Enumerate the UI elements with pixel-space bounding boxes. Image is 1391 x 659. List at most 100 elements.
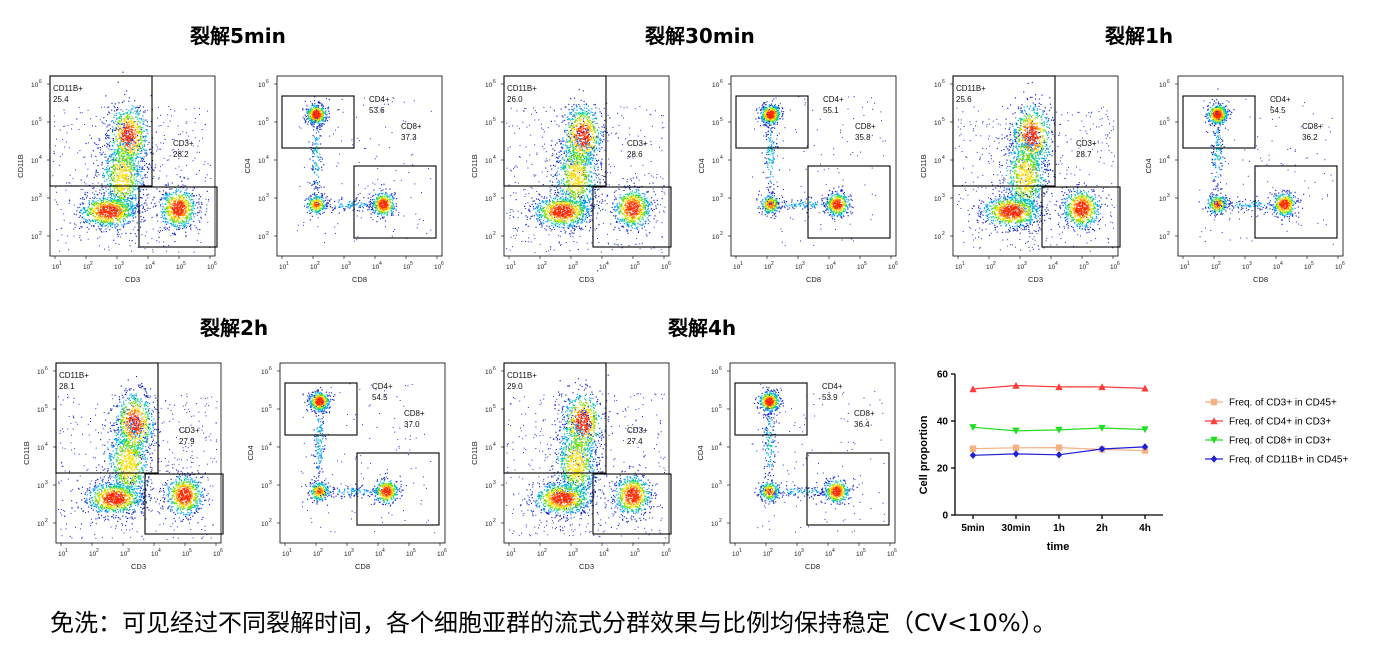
series-point [1055, 444, 1063, 451]
cd3-gate [592, 473, 672, 535]
cd11b-gate [503, 75, 607, 187]
series-point [1055, 383, 1063, 391]
x-tick-label: 10 [52, 264, 60, 271]
x-tick-exponent: 1 [59, 261, 62, 267]
y-tick-label: 10 [712, 196, 720, 203]
x-tick-exponent: 5 [637, 261, 640, 267]
x-tick-exponent: 1 [513, 548, 516, 554]
x-tick-label: 10 [83, 264, 91, 271]
x-tick-exponent: 4 [832, 548, 835, 554]
group-title-4h: 裂解4h [668, 312, 736, 341]
legend-label: Freq. of CD4+ in CD3+ [1229, 417, 1331, 428]
y-tick-label: 10 [711, 369, 719, 376]
y-tick-exponent: 2 [39, 231, 42, 237]
x-tick-exponent: 4 [1280, 261, 1283, 267]
x-tick-label: 10 [506, 551, 514, 558]
y-axis-title: CD11B [470, 154, 479, 178]
x-tick-exponent: 4 [382, 548, 385, 554]
events [752, 96, 886, 247]
events [506, 374, 666, 539]
x-tick-exponent: 3 [1024, 261, 1027, 267]
y-tick-label: 10 [258, 120, 266, 127]
x-tick-exponent: 1 [289, 548, 292, 554]
cd11b-gate-label: CD11B+ [507, 371, 537, 380]
y-tick-label: 10 [934, 120, 942, 127]
cd11b-gate-value: 25.6 [956, 95, 972, 104]
x-tick-exponent: 6 [668, 261, 671, 267]
cd3-gate [1041, 186, 1121, 248]
x-tick-label: 10 [207, 264, 215, 271]
cd11b-gate-label: CD11B+ [956, 84, 986, 93]
x-axis-title: CD3 [1028, 275, 1043, 284]
x-tick-label: 10 [888, 264, 896, 271]
y-tick-label: 10 [485, 196, 493, 203]
x-tick-label: 10 [795, 264, 803, 271]
x-tick-label: 10 [568, 264, 576, 271]
y-tick-exponent: 2 [493, 231, 496, 237]
y-tick-label: 10 [258, 234, 266, 241]
y-tick-label: 10 [37, 483, 45, 490]
x-tick-exponent: 5 [864, 261, 867, 267]
x-tick-label: 10 [1079, 264, 1087, 271]
y-tick-label: 10 [37, 369, 45, 376]
x-tick-exponent: 5 [413, 548, 416, 554]
x-tick-exponent: 5 [637, 548, 640, 554]
y-tick-exponent: 5 [493, 117, 496, 123]
cd3-gate [144, 473, 224, 535]
series-point [1012, 450, 1020, 458]
y-axis-title: CD4 [696, 445, 705, 460]
x-tick-label: 10 [114, 264, 122, 271]
y-tick-exponent: 2 [266, 231, 269, 237]
y-tick-label: 0 [942, 511, 948, 522]
events [52, 71, 212, 253]
x-tick-label: 10 [506, 264, 514, 271]
cd8-gate-value: 35.8 [855, 133, 871, 142]
y-tick-exponent: 5 [39, 117, 42, 123]
y-tick-exponent: 3 [39, 193, 42, 199]
y-tick-label: 10 [712, 120, 720, 127]
x-tick-label: 10 [89, 551, 97, 558]
cd11b-gate-label: CD11B+ [53, 84, 83, 93]
x-tick-label: 10 [887, 551, 895, 558]
x-tick-label: 10 [151, 551, 159, 558]
x-tick-exponent: 5 [1311, 261, 1314, 267]
x-tick-label: 10 [1211, 264, 1219, 271]
events [955, 81, 1115, 252]
y-tick-exponent: 5 [269, 404, 272, 410]
flow-plot-svg: 10 1 10 2 10 3 10 4 10 5 10 610 210 310 410 510 6CD3CD11… [22, 362, 224, 571]
cd11b-gate-label: CD11B+ [507, 84, 537, 93]
series-point [1098, 424, 1106, 432]
x-axis-title: CD8 [355, 562, 370, 571]
cd3-gate-label: CD3+ [627, 139, 648, 148]
x-tick-exponent: 1 [740, 261, 743, 267]
x-tick-exponent: 4 [606, 261, 609, 267]
y-tick-label: 10 [1159, 196, 1167, 203]
x-tick-label: 10 [213, 551, 221, 558]
x-tick-exponent: 2 [320, 548, 323, 554]
y-tick-exponent: 6 [266, 79, 269, 85]
cd4-gate [284, 382, 358, 436]
y-tick-exponent: 4 [39, 155, 42, 161]
events [751, 383, 885, 533]
y-tick-exponent: 3 [719, 480, 722, 486]
cd3-gate-value: 28.2 [173, 150, 189, 159]
x-tick-exponent: 6 [444, 548, 447, 554]
y-tick-exponent: 4 [266, 155, 269, 161]
legend-marker [1210, 398, 1218, 406]
x-tick-label: 10 [282, 551, 290, 558]
series-point [1012, 381, 1020, 389]
x-tick-label: 10 [1273, 264, 1281, 271]
x-tick-label: 10 [1180, 264, 1188, 271]
cd4-gate-value: 53.6 [369, 106, 385, 115]
cd8-gate [353, 165, 437, 239]
flow-plot-svg: 10 1 10 2 10 3 10 4 10 5 10 610 210 310 410 510 6CD8CD4C… [697, 75, 898, 284]
x-tick-label: 10 [599, 551, 607, 558]
x-tick-label: 10 [403, 264, 411, 271]
x-tick-exponent: 3 [575, 548, 578, 554]
x-tick-label: 10 [857, 264, 865, 271]
cd4-gate-value: 54.5 [372, 393, 388, 402]
x-tick-exponent: 2 [1218, 261, 1221, 267]
cd3-gate-label: CD3+ [627, 426, 648, 435]
events [297, 96, 432, 244]
series-point [1012, 444, 1020, 451]
